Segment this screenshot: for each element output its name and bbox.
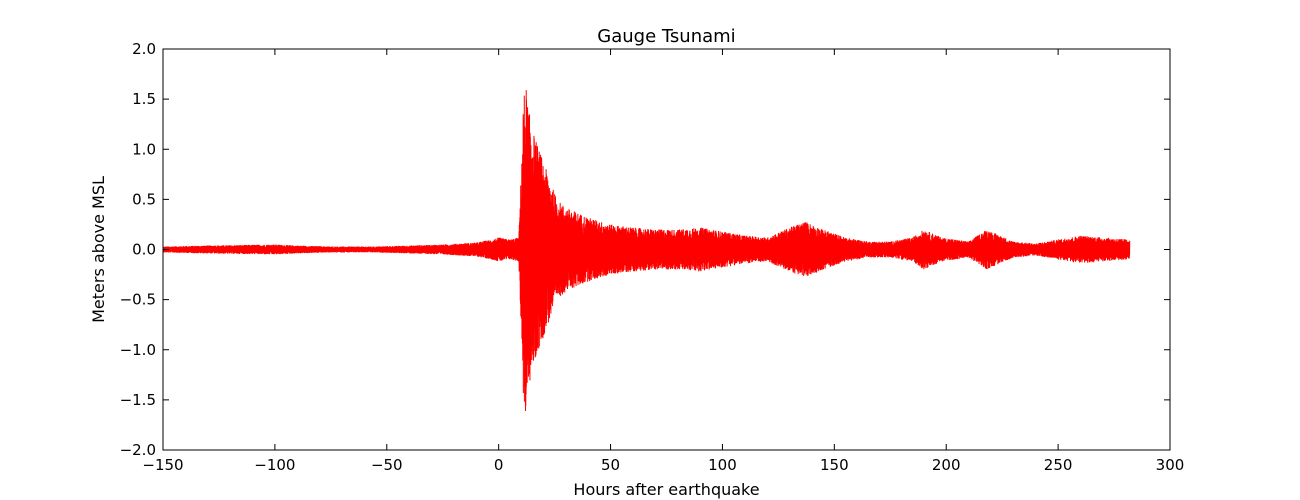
y-tick-label: −2.0 <box>120 441 156 459</box>
series-line <box>163 90 1131 411</box>
x-tick-label: 150 <box>820 456 849 474</box>
x-tick-label: 300 <box>1156 456 1185 474</box>
y-tick-label: −1.5 <box>120 391 156 409</box>
y-tick-label: −0.5 <box>120 291 156 309</box>
x-tick-label: −100 <box>254 456 295 474</box>
y-tick-label: 2.0 <box>132 40 156 58</box>
ticks-layer: −150 −100 −50 0 50 100 150 200 250 300 −2.0 −1.5 −1.… <box>120 40 1185 474</box>
x-tick-label: 250 <box>1044 456 1073 474</box>
x-tick-label: −50 <box>371 456 403 474</box>
y-axis-label: Meters above MSL <box>89 176 108 323</box>
y-tick-label: 0.5 <box>132 190 156 208</box>
x-tick-label: −150 <box>142 456 183 474</box>
x-axis-label: Hours after earthquake <box>573 480 759 499</box>
x-tick-label: 100 <box>708 456 737 474</box>
x-tick-label: 50 <box>601 456 620 474</box>
y-tick-label: 1.0 <box>132 140 156 158</box>
series-layer <box>163 90 1131 411</box>
y-tick-label: −1.0 <box>120 341 156 359</box>
chart-title: Gauge Tsunami <box>597 26 735 47</box>
x-tick-label: 0 <box>494 456 504 474</box>
y-tick-label: 1.5 <box>132 90 156 108</box>
y-tick-label: 0.0 <box>132 241 156 259</box>
x-tick-label: 200 <box>932 456 961 474</box>
